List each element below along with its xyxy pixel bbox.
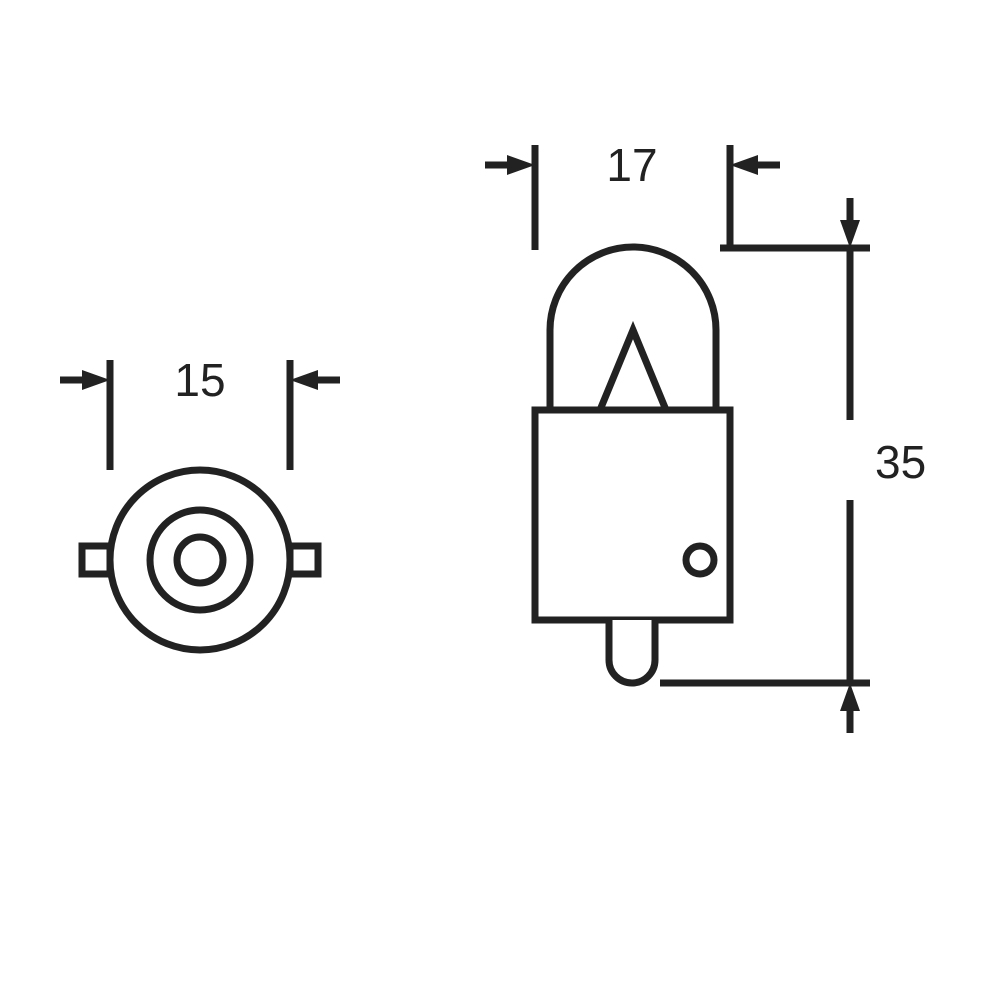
bottom-dim-arrow-left (60, 370, 110, 390)
bottom-right-tab (290, 546, 318, 574)
bottom-left-tab (82, 546, 110, 574)
side-width-arrow-left (485, 155, 535, 175)
side-height-label: 35 (875, 436, 926, 488)
bottom-outer-circle (110, 470, 290, 650)
side-width-label: 17 (606, 139, 657, 191)
bottom-inner-circle (177, 537, 223, 583)
technical-drawing: 15 17 (0, 0, 1000, 1000)
side-height-arrow-bot (840, 683, 860, 733)
side-height-arrow-top (840, 198, 860, 248)
bottom-middle-circle (150, 510, 250, 610)
side-view: 17 35 (485, 139, 926, 733)
side-width-arrow-right (730, 155, 780, 175)
bottom-view: 15 (60, 354, 340, 650)
bottom-width-label: 15 (174, 354, 225, 406)
bulb-base (535, 410, 730, 620)
bayonet-pin (686, 546, 714, 574)
bottom-dim-arrow-right (290, 370, 340, 390)
bottom-contact (609, 620, 655, 683)
